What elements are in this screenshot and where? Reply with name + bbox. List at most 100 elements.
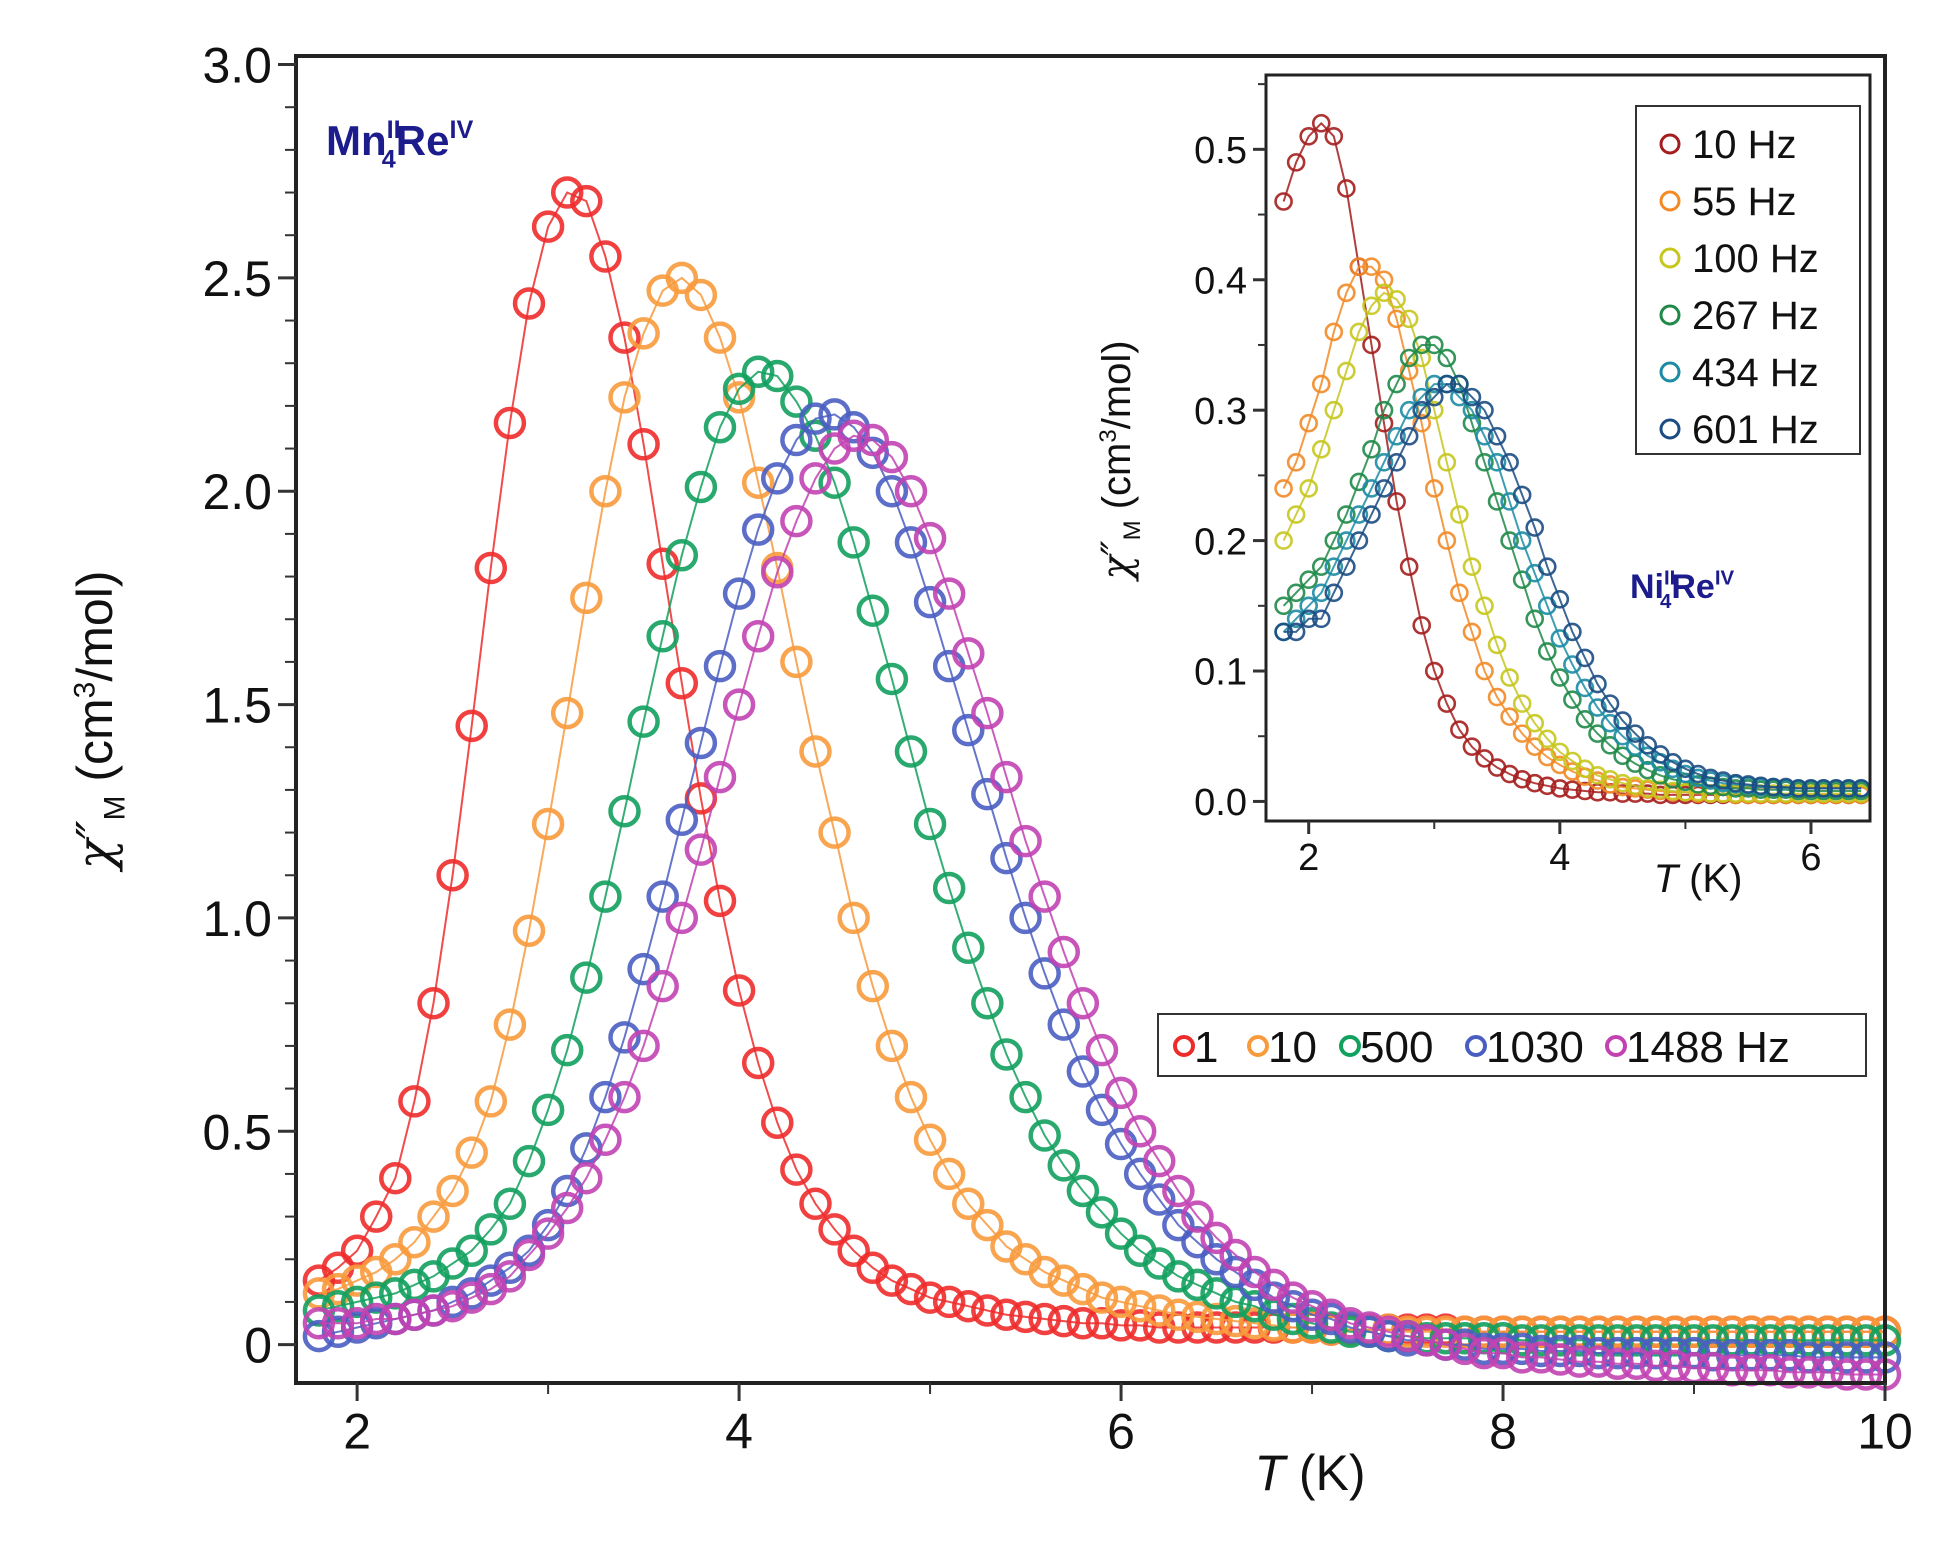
data-point xyxy=(1424,479,1444,498)
data-point xyxy=(1676,764,1695,784)
data-point xyxy=(627,428,660,461)
data-point xyxy=(1726,773,1745,793)
data-point xyxy=(512,1238,546,1272)
data-point xyxy=(1487,687,1507,707)
data-point xyxy=(684,470,718,504)
data-point xyxy=(570,961,603,994)
x-axis-label: T (K) xyxy=(1254,1445,1365,1501)
data-point xyxy=(321,1307,355,1340)
data-point xyxy=(340,1264,374,1297)
data-point xyxy=(417,986,450,1020)
data-point xyxy=(1085,1093,1119,1127)
data-point xyxy=(589,1080,622,1114)
data-point xyxy=(952,713,985,747)
legend-marker xyxy=(1605,1035,1627,1057)
y-tick-label: 0.5 xyxy=(1194,130,1247,172)
data-point xyxy=(932,577,966,610)
x-tick-label: 2 xyxy=(343,1404,371,1460)
data-point xyxy=(1773,1315,1806,1349)
data-point xyxy=(1550,779,1570,798)
data-point xyxy=(1575,709,1595,729)
data-point xyxy=(608,1021,641,1054)
data-point xyxy=(1162,1174,1195,1208)
data-point xyxy=(436,1289,469,1323)
data-point xyxy=(1677,1315,1711,1349)
data-point xyxy=(1437,694,1457,713)
legend-item: 10 Hz xyxy=(1659,123,1797,167)
y-axis-label-unit-rest: /mol) xyxy=(1095,340,1139,429)
y-tick-label: 0.1 xyxy=(1194,652,1247,694)
data-point xyxy=(1314,1298,1348,1331)
data-point xyxy=(1349,531,1369,550)
data-point xyxy=(1399,348,1419,368)
data-point xyxy=(1487,635,1507,655)
data-point xyxy=(570,184,603,218)
data-point xyxy=(1437,348,1457,368)
data-point xyxy=(741,466,775,499)
data-point xyxy=(1104,1076,1138,1110)
data-point xyxy=(321,1315,355,1349)
data-point xyxy=(1238,1289,1271,1323)
data-point xyxy=(1537,642,1557,661)
data-point xyxy=(665,901,699,935)
data-point xyxy=(1337,505,1356,524)
data-point xyxy=(493,406,527,440)
data-point xyxy=(1295,1307,1329,1340)
data-point xyxy=(550,1191,584,1225)
data-point xyxy=(971,777,1004,811)
data-point xyxy=(627,952,660,986)
data-point xyxy=(455,1281,488,1314)
data-point xyxy=(799,462,832,495)
data-point xyxy=(837,901,870,935)
compound-label-sup: II xyxy=(1664,567,1675,589)
data-point xyxy=(799,735,832,768)
data-point xyxy=(1512,694,1532,713)
data-point xyxy=(1337,531,1356,550)
data-point xyxy=(894,474,928,508)
data-point xyxy=(1505,1332,1539,1366)
inset-plot: 0.0 0.1 0.2 0.3 0.4 0.5 2 4 6 T (K) χ″M (cm3/mol) N… xyxy=(1094,73,1872,901)
data-point xyxy=(627,1029,660,1063)
legend-label: 100 Hz xyxy=(1692,237,1819,281)
data-point xyxy=(1143,1183,1176,1216)
data-point xyxy=(1162,1260,1195,1293)
data-point xyxy=(665,803,699,837)
data-point xyxy=(837,526,870,559)
legend-item: 100 Hz xyxy=(1659,237,1819,281)
data-point xyxy=(1462,557,1482,576)
data-point xyxy=(1525,713,1545,733)
data-point xyxy=(1462,413,1482,433)
data-point xyxy=(512,1144,546,1178)
data-point xyxy=(761,462,794,495)
compound-label-sup: IV xyxy=(449,116,473,144)
data-point xyxy=(1299,479,1318,498)
data-point xyxy=(780,423,813,457)
data-point xyxy=(1512,769,1532,789)
data-point xyxy=(1500,707,1519,726)
y-axis-label-symbol: χ″ xyxy=(1094,540,1140,582)
data-point xyxy=(1162,1208,1195,1242)
data-point xyxy=(608,381,641,414)
data-point xyxy=(1412,400,1432,420)
data-point xyxy=(952,1289,985,1323)
data-point xyxy=(1715,1315,1749,1349)
data-point xyxy=(1200,1302,1233,1336)
data-point xyxy=(1830,1324,1864,1357)
data-point xyxy=(455,1136,488,1169)
data-point xyxy=(1735,1315,1768,1349)
data-point xyxy=(359,1200,393,1233)
data-point xyxy=(1437,374,1457,394)
data-point xyxy=(741,1046,775,1080)
data-point xyxy=(703,884,737,918)
y-axis-label: χ″M (cm3/mol) xyxy=(1094,340,1146,582)
data-point xyxy=(1311,583,1331,603)
data-point xyxy=(780,645,813,679)
y-tick-label: 0.0 xyxy=(1194,782,1247,824)
data-point xyxy=(932,1285,966,1319)
y-tick-label: 0.4 xyxy=(1194,260,1247,302)
data-point xyxy=(1274,596,1293,616)
legend-item: 55 Hz xyxy=(1659,180,1797,224)
data-point xyxy=(493,1260,527,1293)
data-point xyxy=(1525,773,1545,793)
data-point xyxy=(990,1298,1023,1331)
